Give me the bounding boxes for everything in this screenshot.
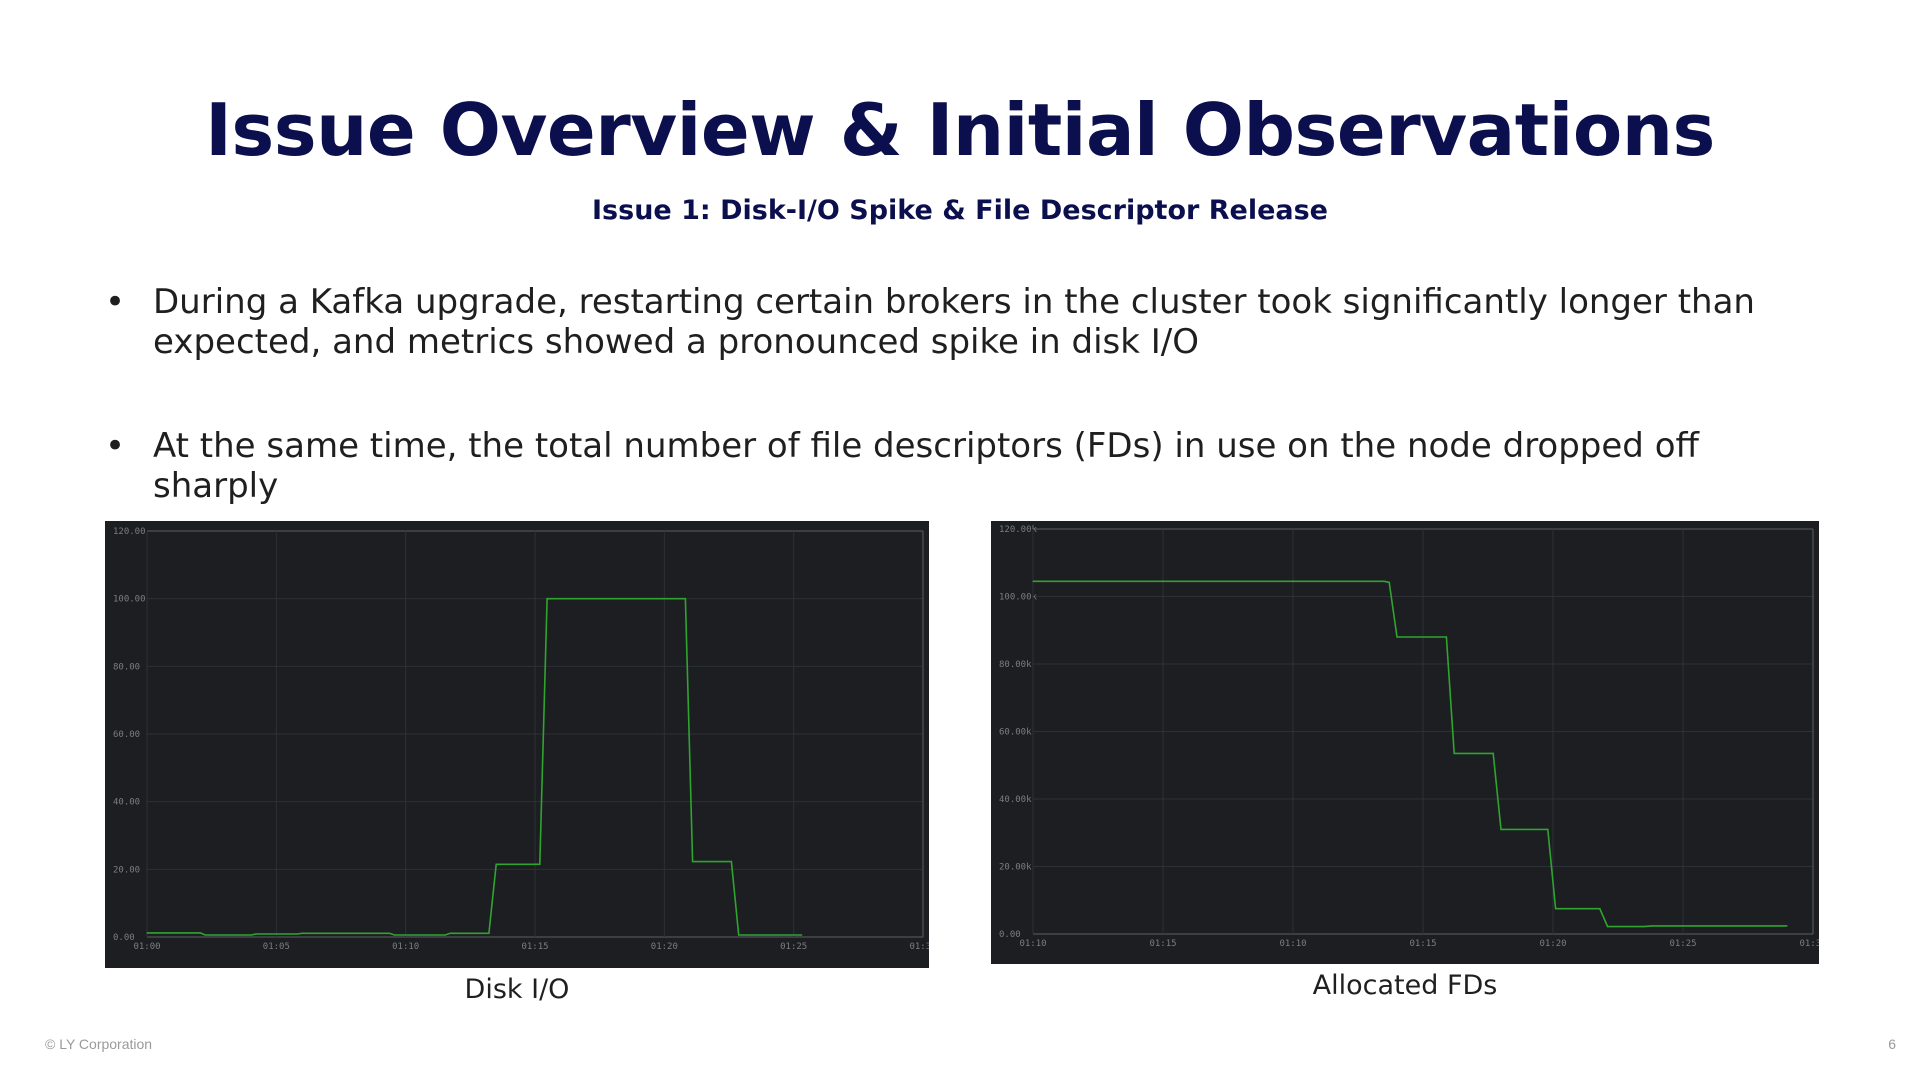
x-tick-label: 01:15 xyxy=(521,942,548,952)
x-tick-label: 01:10 xyxy=(392,942,419,952)
x-tick-label: 01:20 xyxy=(651,942,678,952)
x-tick-label: 01:05 xyxy=(263,942,290,952)
data-point xyxy=(1445,636,1447,638)
y-tick-label: 20.00k xyxy=(999,863,1032,873)
data-point xyxy=(1555,908,1557,910)
y-tick-label: 120.00k xyxy=(999,525,1038,535)
series-line xyxy=(1033,580,1787,928)
y-tick-label: 0.00 xyxy=(999,930,1021,940)
copyright-footer: © LY Corporation xyxy=(45,1036,153,1052)
data-point xyxy=(146,932,148,934)
data-point xyxy=(801,934,803,936)
y-tick-label: 60.00 xyxy=(113,730,140,740)
data-point xyxy=(1032,580,1034,582)
page-subtitle: Issue 1: Disk-I/O Spike & File Descripto… xyxy=(592,195,1328,226)
data-point xyxy=(1383,580,1385,582)
x-tick-label: 01:10 xyxy=(1279,939,1306,949)
data-point xyxy=(1396,636,1398,638)
x-tick-label: 01:20 xyxy=(1539,939,1566,949)
data-point xyxy=(393,934,395,936)
data-point xyxy=(1651,925,1653,927)
data-point xyxy=(296,933,298,935)
y-tick-label: 40.00k xyxy=(999,795,1032,805)
data-point xyxy=(488,932,490,934)
y-tick-label: 100.00 xyxy=(113,595,146,605)
x-tick-label: 01:30 xyxy=(1799,939,1819,949)
data-point xyxy=(255,933,257,935)
y-tick-label: 40.00 xyxy=(113,798,140,808)
data-point xyxy=(495,863,497,865)
series-line xyxy=(147,597,802,936)
allocated-fds-chart: 0.00 20.00k 40.00k 60.00k 80.00k 100.00k 120.0… xyxy=(991,521,1819,964)
data-point xyxy=(730,860,733,863)
data-point xyxy=(444,934,446,936)
data-point xyxy=(1492,752,1494,755)
x-tick-label: 01:25 xyxy=(780,942,807,952)
data-point xyxy=(684,598,686,600)
x-tick-label: 01:25 xyxy=(1669,939,1696,949)
disk-io-chart: 0.00 20.00 40.00 60.00 80.00 100.00 120.00 01:0… xyxy=(105,521,929,968)
y-tick-label: 100.00k xyxy=(999,593,1038,603)
page-number: 6 xyxy=(1888,1036,1896,1052)
data-point xyxy=(692,860,694,863)
data-point xyxy=(204,934,206,936)
data-point xyxy=(546,598,548,600)
data-point xyxy=(1607,925,1609,928)
x-tick-label: 01:10 xyxy=(1019,939,1046,949)
y-tick-label: 0.00 xyxy=(113,933,135,943)
data-point xyxy=(250,934,252,936)
data-point xyxy=(1500,828,1502,830)
bullet-item: At the same time, the total number of fi… xyxy=(105,426,1825,506)
data-point xyxy=(1388,581,1390,583)
y-tick-label: 20.00 xyxy=(113,865,140,875)
y-tick-label: 80.00 xyxy=(113,662,140,672)
x-tick-label: 01:15 xyxy=(1409,939,1436,949)
data-point xyxy=(1599,908,1601,910)
y-tick-label: 120.00 xyxy=(113,527,146,537)
data-point xyxy=(1643,925,1645,928)
x-tick-label: 01:30 xyxy=(909,942,929,952)
data-point xyxy=(449,932,451,934)
data-point xyxy=(539,863,541,865)
data-point xyxy=(301,932,303,934)
data-point xyxy=(1453,752,1455,755)
data-point xyxy=(388,932,391,934)
x-tick-label: 01:00 xyxy=(133,942,160,952)
x-tick-label: 01:15 xyxy=(1149,939,1176,949)
data-point xyxy=(1786,925,1788,927)
y-tick-label: 60.00k xyxy=(999,728,1032,738)
bullet-list: During a Kafka upgrade, restarting certa… xyxy=(105,282,1825,506)
disk-io-caption: Disk I/O xyxy=(464,974,570,1005)
page-title: Issue Overview & Initial Observations xyxy=(205,88,1715,172)
data-point xyxy=(1547,828,1549,830)
allocated-fds-caption: Allocated FDs xyxy=(1312,970,1498,1001)
data-point xyxy=(199,932,201,934)
bullet-item: During a Kafka upgrade, restarting certa… xyxy=(105,282,1825,362)
data-point xyxy=(738,934,740,936)
y-tick-label: 80.00k xyxy=(999,660,1032,670)
